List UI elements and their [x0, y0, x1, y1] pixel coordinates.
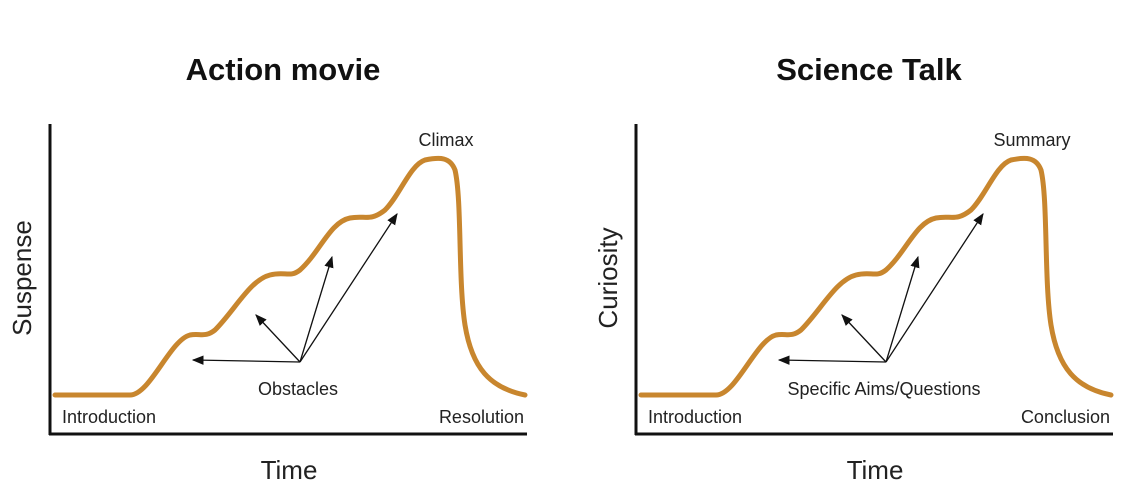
- pointer-arrow: [841, 314, 887, 363]
- y-axis-label: Curiosity: [593, 227, 623, 328]
- diagram-svg: Summary Specific Aims/Questions Introducti…: [593, 124, 1114, 485]
- action-movie-panel: Action movie Climax Obstacles Introduction…: [7, 52, 528, 485]
- pointer-arrow: [191, 355, 301, 365]
- pointer-arrow: [885, 255, 920, 363]
- panel-title: Science Talk: [776, 52, 962, 87]
- pointer-arrow: [885, 213, 984, 363]
- x-axis-label: Time: [847, 455, 904, 485]
- pointer-arrow: [299, 255, 334, 363]
- start-label: Introduction: [648, 407, 742, 427]
- middle-label: Specific Aims/Questions: [787, 379, 980, 399]
- story-curve: [52, 155, 528, 398]
- story-curve: [638, 155, 1114, 398]
- panel-title: Action movie: [185, 52, 381, 87]
- pointer-arrow: [299, 213, 398, 363]
- peak-label: Climax: [418, 130, 473, 150]
- peak-label: Summary: [993, 130, 1070, 150]
- end-label: Conclusion: [1021, 407, 1110, 427]
- start-label: Introduction: [62, 407, 156, 427]
- end-label: Resolution: [439, 407, 524, 427]
- y-axis-label: Suspense: [7, 220, 37, 336]
- middle-label: Obstacles: [258, 379, 338, 399]
- science-talk-panel: Science Talk Summary Specific Aims/Questi…: [586, 0, 1132, 491]
- diagram-svg: Climax Obstacles Introduction Resolution Tim…: [7, 124, 528, 485]
- x-axis-label: Time: [261, 455, 318, 485]
- pointer-arrow: [255, 314, 301, 363]
- pointer-arrow: [777, 355, 887, 365]
